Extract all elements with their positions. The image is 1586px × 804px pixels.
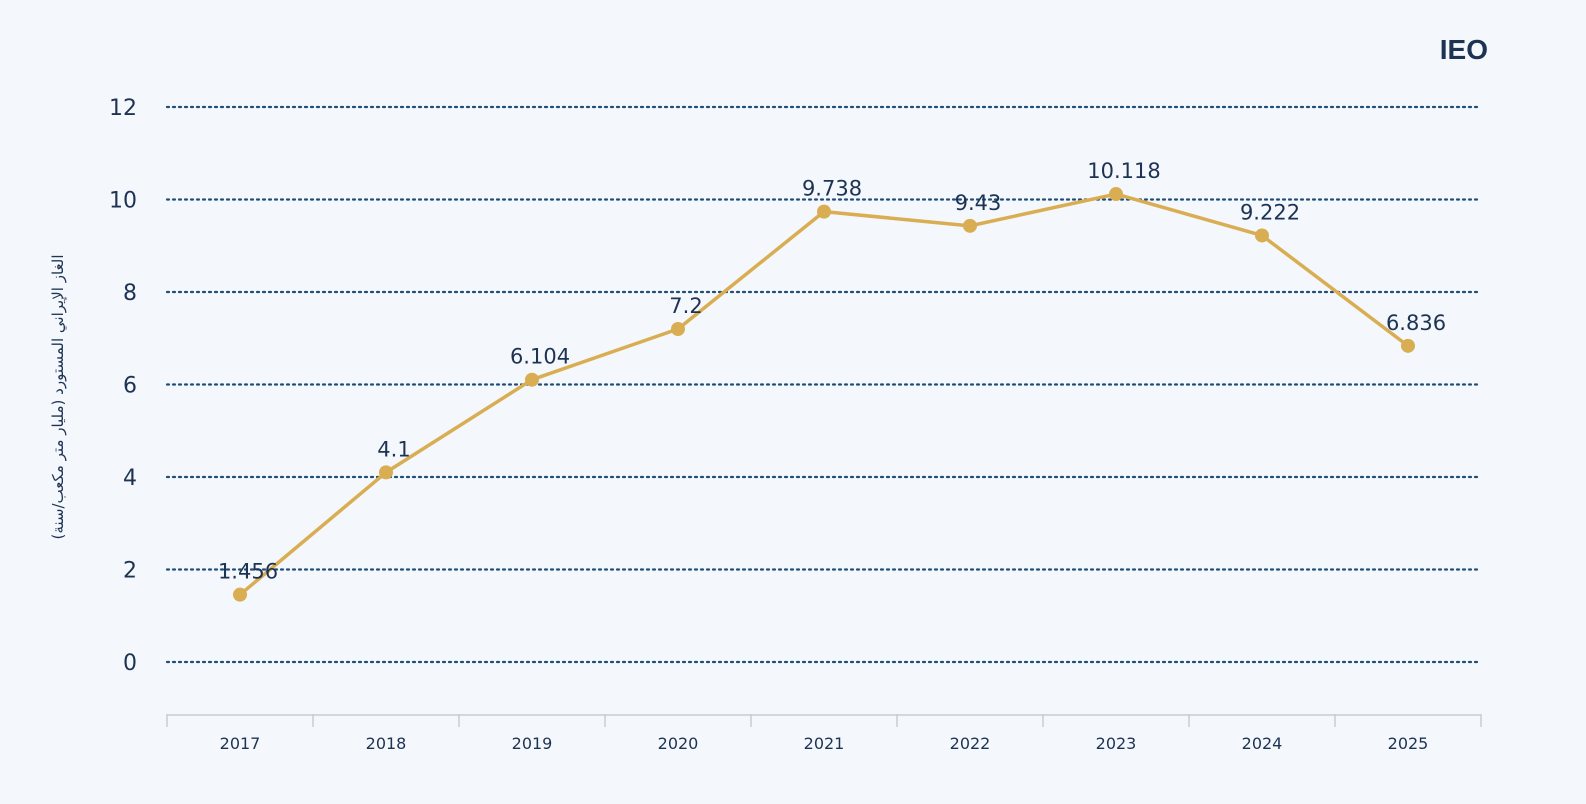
data-label: 9.222 (1240, 200, 1300, 224)
brand-logo: IEO (1439, 34, 1488, 65)
y-axis-label: الغاز الإيراني المستورد (مليار متر مكعب/… (49, 254, 67, 540)
x-tick-label: 2020 (658, 734, 699, 753)
x-tick-label: 2024 (1242, 734, 1283, 753)
x-tick-label: 2023 (1096, 734, 1137, 753)
y-tick-label: 4 (123, 466, 137, 491)
data-label: 1.456 (218, 560, 278, 584)
data-point (817, 204, 831, 219)
x-tick-label: 2021 (804, 734, 845, 753)
data-point (233, 587, 247, 602)
data-point (525, 372, 539, 387)
y-tick-label: 6 (123, 374, 137, 399)
data-label: 9.43 (955, 191, 1002, 215)
data-label: 4.1 (377, 437, 410, 461)
y-tick-label: 2 (123, 559, 137, 584)
data-point (671, 322, 685, 336)
data-label: 10.118 (1087, 159, 1160, 183)
data-label: 6.104 (510, 345, 570, 369)
data-point (1401, 338, 1415, 353)
data-point (1109, 187, 1123, 202)
y-tick-label: 8 (123, 281, 137, 306)
series-line (238, 192, 1410, 597)
x-tick-label: 2017 (220, 734, 261, 753)
data-label: 6.836 (1386, 311, 1446, 335)
x-tick-label: 2025 (1388, 734, 1429, 753)
x-tick-label: 2022 (950, 734, 991, 753)
data-point (1255, 228, 1269, 243)
data-point (379, 465, 393, 480)
y-tick-label: 12 (109, 96, 137, 121)
data-point (963, 218, 977, 233)
y-tick-label: 0 (123, 651, 137, 676)
x-tick-label: 2019 (512, 734, 553, 753)
x-tick-label: 2018 (366, 734, 407, 753)
data-label: 9.738 (802, 177, 862, 201)
data-label: 7.2 (669, 294, 702, 318)
y-tick-label: 10 (109, 189, 137, 214)
